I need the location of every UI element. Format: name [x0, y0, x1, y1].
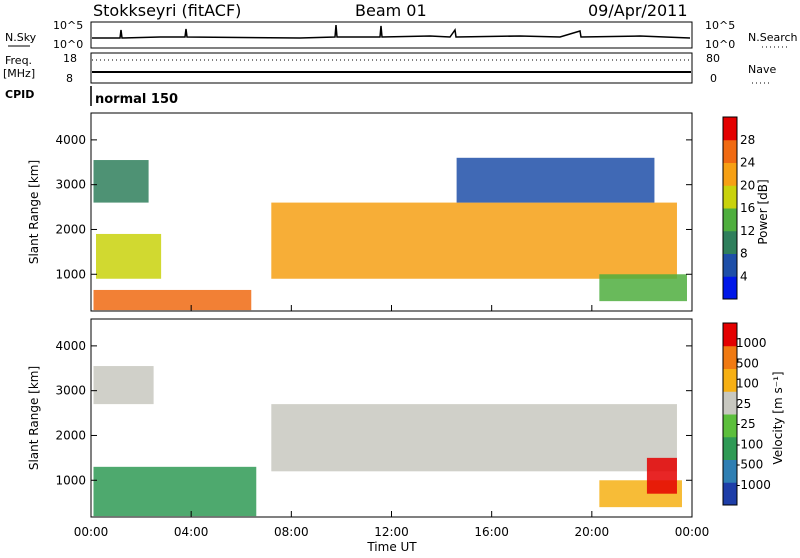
power-data-block-3 — [271, 202, 677, 279]
xtick-label-1: 04:00 — [174, 525, 209, 539]
velocity-colorbar-label: Velocity [m s⁻¹] — [771, 371, 785, 464]
power-colorbar-segment-4 — [723, 185, 737, 209]
power-ytick-label-1: 2000 — [55, 222, 86, 236]
velocity-colorbar-tick-4: -25 — [736, 417, 756, 431]
power-panel: 1000 2000 3000 4000 Slant Range [km] 4 8 12 16… — [27, 112, 770, 312]
xtick-label-4: 16:00 — [474, 525, 509, 539]
power-y-ticks: 1000 2000 3000 4000 — [55, 133, 692, 281]
xtick-label-2: 08:00 — [274, 525, 309, 539]
velocity-y-ticks: 1000 2000 3000 4000 — [55, 339, 692, 487]
velocity-colorbar-frame — [722, 322, 738, 506]
power-colorbar-segment-1 — [723, 253, 737, 277]
velocity-data-block-1 — [93, 366, 154, 405]
velocity-colorbar-tick-5: -100 — [736, 437, 763, 451]
power-colorbar-segment-3 — [723, 208, 737, 232]
cpid-mode: normal 150 — [95, 92, 178, 107]
power-ylabel: Slant Range [km] — [27, 160, 41, 264]
velocity-ytick-label-3: 4000 — [55, 339, 86, 353]
power-colorbar-tick-0: 4 — [740, 269, 748, 283]
velocity-data-region — [93, 366, 682, 517]
power-colorbar-segment-5 — [723, 162, 737, 186]
nsearch-label: N.Search — [748, 31, 798, 44]
power-colorbar: 4 8 12 16 20 24 28 — [722, 116, 755, 300]
power-colorbar-tick-3: 16 — [740, 201, 755, 215]
power-colorbar-tick-1: 8 — [740, 247, 748, 261]
beam-title: Beam 01 — [355, 1, 427, 20]
velocity-colorbar-segment-1 — [723, 459, 737, 483]
power-data-block-1 — [96, 233, 162, 279]
nsearch-tick-bottom: 10^0 — [705, 38, 735, 51]
power-colorbar-segment-7 — [723, 117, 737, 141]
velocity-colorbar-tick-3: 25 — [736, 397, 751, 411]
power-data-block-4 — [599, 274, 687, 302]
nave-tick-top: 80 — [706, 52, 720, 65]
velocity-data-block-0 — [93, 466, 257, 517]
velocity-colorbar-segment-7 — [723, 323, 737, 347]
velocity-colorbar-tick-6: -500 — [736, 458, 763, 472]
velocity-ytick-label-0: 1000 — [55, 473, 86, 487]
x-axis-title: Time UT — [366, 540, 417, 554]
velocity-ylabel: Slant Range [km] — [27, 366, 41, 470]
power-data-block-2 — [93, 160, 149, 203]
power-colorbar-frame — [722, 116, 738, 300]
power-ytick-label-2: 3000 — [55, 178, 86, 192]
power-colorbar-segment-6 — [723, 139, 737, 163]
velocity-colorbar-segment-2 — [723, 436, 737, 460]
power-colorbar-segment-0 — [723, 276, 737, 300]
power-colorbar-segment-2 — [723, 230, 737, 254]
x-axis-ticks: 00:00 04:00 08:00 12:00 16:00 20:00 00:00 — [74, 305, 710, 539]
freq-strip-frame — [90, 52, 693, 84]
power-data-block-5 — [456, 157, 655, 203]
power-ytick-label-0: 1000 — [55, 267, 86, 281]
velocity-colorbar-segment-4 — [723, 391, 737, 415]
power-colorbar-tick-5: 24 — [740, 156, 755, 170]
xtick-label-6: 00:00 — [675, 525, 710, 539]
freq-label-line1: Freq. — [5, 54, 32, 67]
xtick-label-3: 12:00 — [374, 525, 409, 539]
velocity-colorbar-segment-0 — [723, 482, 737, 506]
velocity-panel: 1000 2000 3000 4000 Slant Range [km] 1000 50… — [27, 318, 785, 518]
nsky-tick-top: 10^5 — [53, 19, 83, 32]
velocity-data-block-2 — [271, 404, 677, 472]
velocity-colorbar-segment-5 — [723, 368, 737, 392]
nsky-strip-frame — [90, 21, 693, 49]
velocity-data-block-4 — [646, 457, 677, 494]
cpid-label: CPID — [5, 88, 34, 101]
nsearch-tick-top: 10^5 — [705, 19, 735, 32]
power-ytick-label-3: 4000 — [55, 133, 86, 147]
freq-tick-bottom: 8 — [66, 72, 73, 85]
velocity-ytick-label-2: 3000 — [55, 384, 86, 398]
station-title: Stokkseyri (fitACF) — [93, 1, 241, 20]
velocity-colorbar: 1000 500 100 25 -25 -100 -500 -1000 — [722, 322, 771, 506]
power-colorbar-label: Power [dB] — [756, 179, 770, 244]
nsky-label: N.Sky — [5, 31, 37, 44]
power-data-block-0 — [93, 289, 252, 311]
nave-tick-bottom: 0 — [710, 72, 717, 85]
nsky-tick-bottom: 10^0 — [53, 38, 83, 51]
xtick-label-0: 00:00 — [74, 525, 109, 539]
velocity-colorbar-tick-0: 1000 — [736, 336, 767, 350]
velocity-colorbar-tick-2: 100 — [736, 377, 759, 391]
nave-label: Nave — [748, 63, 776, 76]
freq-tick-top: 18 — [63, 52, 77, 65]
velocity-ytick-label-1: 2000 — [55, 428, 86, 442]
freq-label-line2: [MHz] — [3, 67, 35, 80]
power-colorbar-tick-4: 20 — [740, 178, 755, 192]
xtick-label-5: 20:00 — [575, 525, 610, 539]
power-colorbar-tick-2: 12 — [740, 224, 755, 238]
velocity-colorbar-segment-3 — [723, 414, 737, 438]
power-data-region — [93, 157, 687, 311]
nsky-trace — [92, 24, 691, 39]
velocity-colorbar-tick-7: -1000 — [736, 478, 771, 492]
power-colorbar-tick-6: 28 — [740, 133, 755, 147]
velocity-colorbar-segment-6 — [723, 345, 737, 369]
velocity-colorbar-tick-1: 500 — [736, 356, 759, 370]
date-title: 09/Apr/2011 — [588, 1, 688, 20]
